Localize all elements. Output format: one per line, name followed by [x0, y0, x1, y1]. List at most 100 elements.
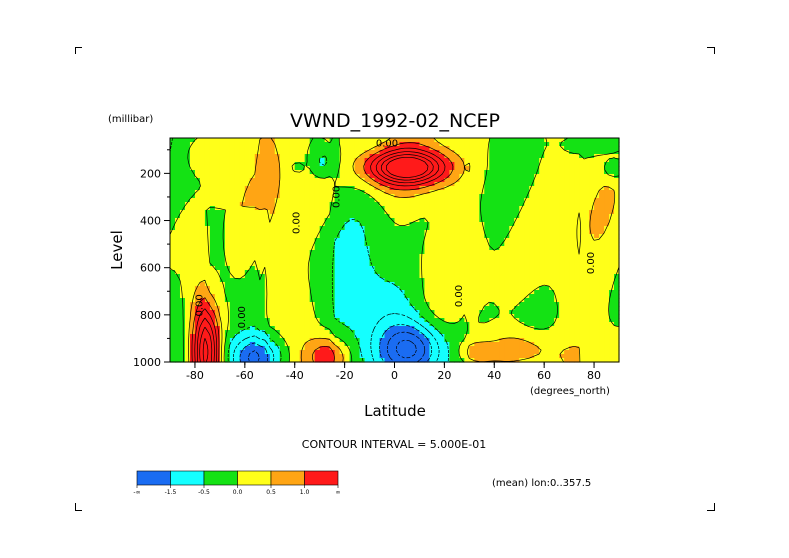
field-cell — [199, 234, 206, 239]
field-cell — [439, 198, 445, 203]
field-cell — [509, 158, 515, 163]
field-cell — [299, 314, 306, 319]
field-cell — [569, 306, 575, 311]
field-cell — [574, 266, 580, 271]
field-cell — [464, 306, 470, 311]
field-cell — [384, 274, 391, 279]
field-cell — [219, 306, 226, 311]
field-cell — [384, 298, 391, 303]
field-cell — [574, 310, 580, 315]
field-cell — [589, 318, 595, 323]
field-cell — [539, 278, 545, 283]
field-cell — [174, 190, 181, 195]
field-cell — [499, 342, 505, 347]
field-cell — [389, 274, 396, 279]
field-cell — [554, 282, 560, 287]
field-cell — [304, 154, 311, 159]
field-cell — [479, 194, 485, 199]
field-cell — [549, 246, 555, 251]
field-cell — [314, 166, 321, 171]
field-cell — [179, 278, 186, 283]
field-cell — [414, 274, 421, 279]
field-cell — [589, 210, 595, 215]
field-cell — [504, 158, 510, 163]
field-cell — [489, 298, 495, 303]
field-cell — [399, 354, 406, 359]
field-cell — [504, 246, 510, 251]
field-cell — [199, 286, 206, 291]
field-cell — [239, 330, 246, 335]
field-cell — [269, 318, 276, 323]
field-cell — [444, 278, 450, 283]
field-cell — [499, 182, 505, 187]
field-cell — [394, 278, 401, 283]
field-cell — [284, 274, 291, 279]
field-cell — [229, 222, 236, 227]
field-cell — [294, 218, 301, 223]
field-cell — [479, 318, 485, 323]
field-cell — [374, 282, 381, 287]
field-cell — [609, 354, 615, 359]
field-cell — [454, 290, 460, 295]
field-cell — [494, 182, 500, 187]
field-cell — [209, 218, 216, 223]
field-cell — [179, 186, 186, 191]
field-cell — [404, 274, 411, 279]
field-cell — [189, 342, 196, 347]
field-cell — [304, 178, 311, 183]
field-cell — [349, 314, 356, 319]
field-cell — [349, 302, 356, 307]
field-cell — [289, 202, 296, 207]
field-cell — [274, 346, 281, 351]
field-cell — [604, 246, 610, 251]
field-cell — [389, 278, 396, 283]
field-cell — [359, 330, 366, 335]
field-cell — [294, 166, 301, 171]
field-cell — [454, 338, 460, 343]
field-cell — [409, 342, 416, 347]
field-cell — [314, 294, 321, 299]
field-cell — [574, 350, 580, 355]
field-cell — [319, 302, 326, 307]
field-cell — [579, 202, 585, 207]
field-cell — [374, 226, 381, 231]
field-cell — [439, 290, 445, 295]
field-cell — [324, 342, 331, 347]
field-cell — [324, 302, 331, 307]
field-cell — [309, 290, 316, 295]
field-cell — [419, 234, 426, 239]
field-cell — [294, 178, 301, 183]
field-cell — [304, 170, 311, 175]
field-cell — [614, 186, 620, 191]
field-cell — [279, 250, 286, 255]
field-cell — [479, 306, 485, 311]
field-cell — [329, 194, 336, 199]
field-cell — [429, 190, 436, 195]
field-cell — [264, 306, 271, 311]
field-cell — [274, 234, 281, 239]
field-cell — [309, 266, 316, 271]
field-cell — [479, 170, 485, 175]
field-cell — [224, 298, 231, 303]
field-cell — [584, 342, 590, 347]
field-cell — [424, 154, 431, 159]
field-cell — [304, 262, 311, 267]
field-cell — [494, 270, 500, 275]
field-cell — [344, 250, 351, 255]
field-cell — [549, 254, 555, 259]
field-cell — [354, 234, 361, 239]
field-cell — [499, 158, 505, 163]
field-cell — [299, 154, 306, 159]
field-cell — [559, 290, 565, 295]
field-cell — [589, 218, 595, 223]
field-cell — [289, 142, 296, 147]
field-cell — [299, 338, 306, 343]
field-cell — [299, 182, 306, 187]
field-cell — [404, 318, 411, 323]
field-cell — [504, 198, 510, 203]
field-cell — [314, 210, 321, 215]
field-cell — [179, 182, 186, 187]
field-cell — [289, 242, 296, 247]
field-cell — [404, 302, 411, 307]
field-cell — [504, 346, 510, 351]
